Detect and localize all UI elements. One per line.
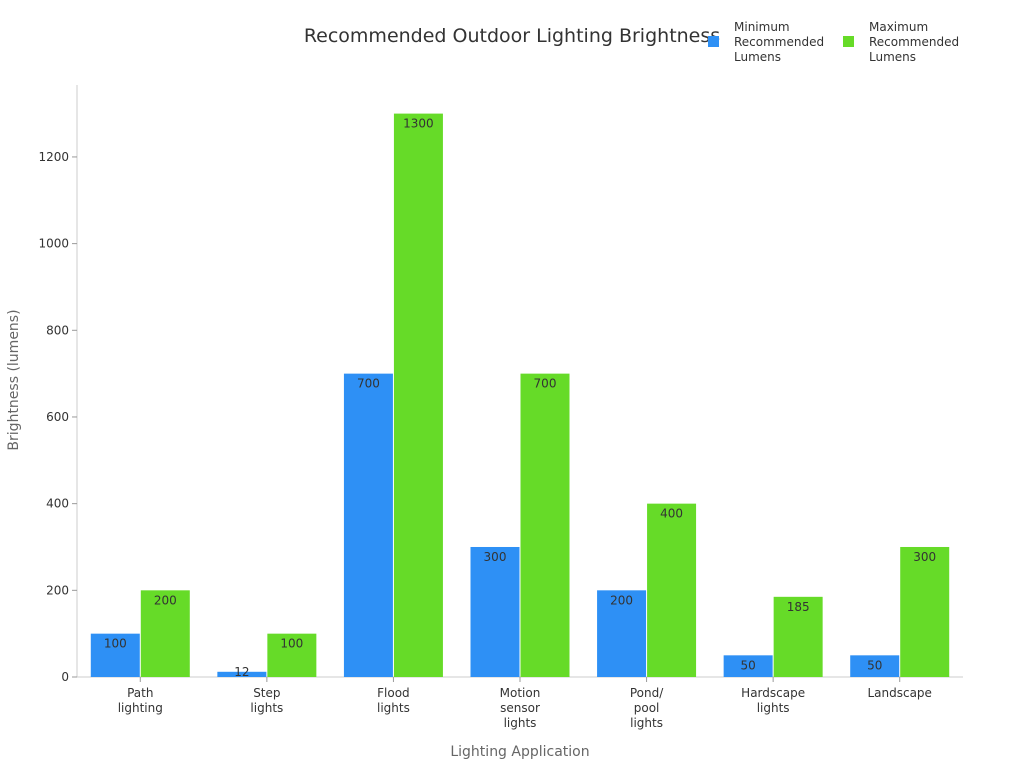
legend-label: Minimum Recommended Lumens — [734, 20, 824, 64]
y-tick-label: 600 — [46, 410, 69, 424]
y-axis-title: Brightness (lumens) — [6, 309, 22, 450]
x-tick-label: Flood lights — [377, 686, 410, 715]
data-label: 200 — [610, 593, 633, 607]
data-label: 100 — [280, 637, 303, 651]
bar-min — [90, 633, 140, 677]
data-label: 185 — [787, 600, 810, 614]
y-tick-label: 1200 — [38, 150, 69, 164]
x-tick-label: Landscape — [867, 686, 931, 700]
data-label: 300 — [484, 550, 507, 564]
x-tick-label: Motion sensor lights — [500, 686, 541, 730]
data-label: 200 — [154, 593, 177, 607]
bar-max — [393, 113, 443, 678]
x-tick-label: Hardscape lights — [741, 686, 805, 715]
legend-swatch — [708, 36, 719, 47]
data-label: 400 — [660, 507, 683, 521]
bar-min — [597, 590, 647, 677]
y-tick-label: 200 — [46, 583, 69, 597]
bar-max — [647, 503, 697, 677]
data-label: 12 — [234, 665, 249, 679]
data-label: 50 — [741, 658, 756, 672]
y-tick-label: 800 — [46, 323, 69, 337]
bar-max — [140, 590, 190, 677]
data-label: 300 — [913, 550, 936, 564]
bar-min — [343, 373, 393, 677]
x-tick-label: Path lighting — [118, 686, 163, 715]
bar-min — [470, 546, 520, 677]
bar-max — [520, 373, 570, 677]
legend-label: Maximum Recommended Lumens — [869, 20, 959, 64]
bar-min — [723, 655, 773, 677]
bar-max — [900, 546, 950, 677]
x-axis-title: Lighting Application — [450, 744, 589, 760]
bar-max — [267, 633, 317, 677]
data-label: 50 — [867, 658, 882, 672]
bar-max — [773, 596, 823, 677]
y-tick-label: 400 — [46, 497, 69, 511]
data-label: 100 — [104, 637, 127, 651]
data-label: 700 — [534, 377, 557, 391]
legend-swatch — [843, 36, 854, 47]
chart-title: Recommended Outdoor Lighting Brightness — [304, 25, 720, 47]
y-tick-label: 1000 — [38, 237, 69, 251]
data-label: 700 — [357, 377, 380, 391]
x-tick-label: Pond/pool lights — [630, 686, 664, 730]
x-tick-label: Step lights — [250, 686, 283, 715]
y-tick-label: 0 — [61, 670, 69, 684]
bar-min — [217, 671, 267, 677]
bar-min — [850, 655, 900, 677]
data-label: 1300 — [403, 117, 434, 131]
